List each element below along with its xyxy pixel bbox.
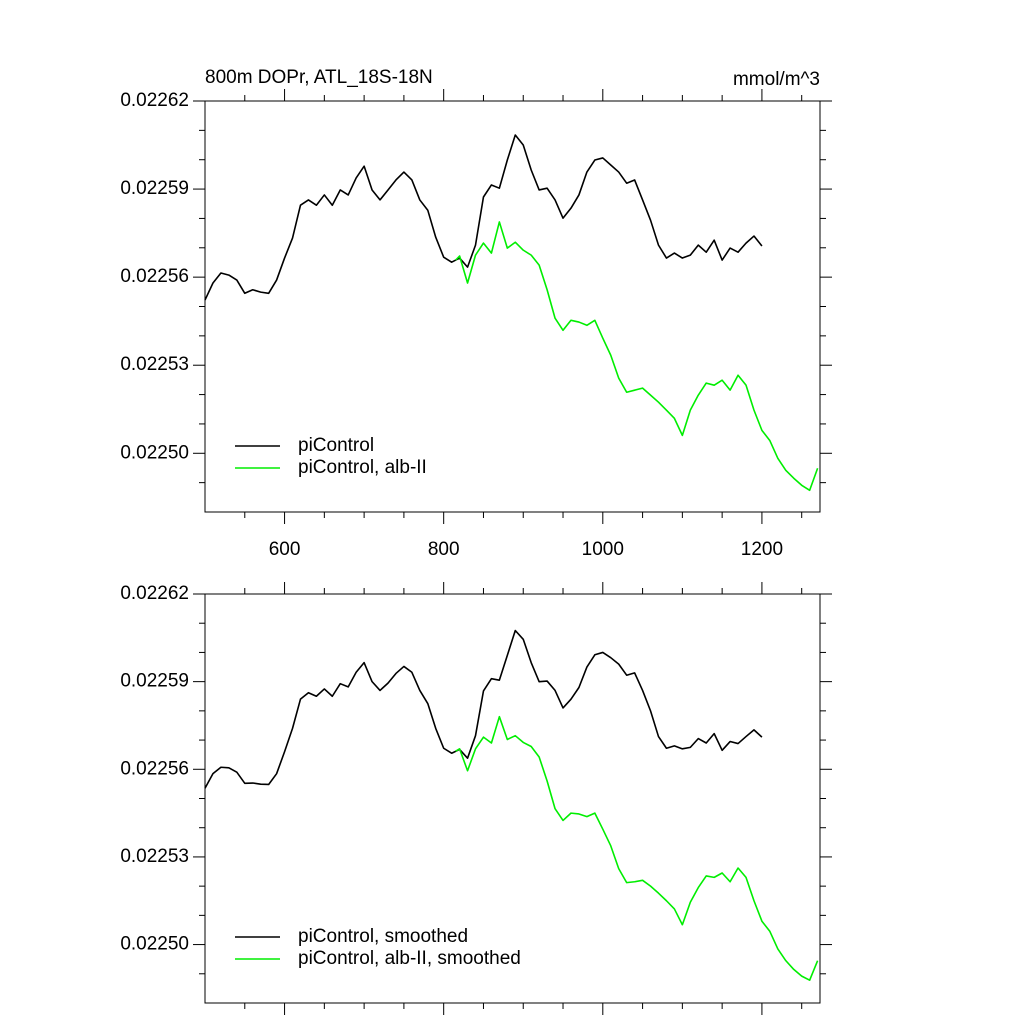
y-tick-label: 0.02253 [120,354,189,375]
legend-label: piControl, alb-II, smoothed [298,948,521,969]
legend-label: piControl, smoothed [298,926,468,947]
y-tick-label: 0.02259 [120,178,189,199]
y-tick-label: 0.02262 [120,90,189,111]
legend-label: piControl [298,435,374,456]
x-tick-label: 600 [269,539,301,560]
y-tick-label: 0.02250 [120,442,189,463]
series-line [204,134,763,301]
y-tick-label: 0.02262 [120,583,189,604]
y-tick-label: 0.02253 [120,846,189,867]
y-tick-label: 0.02256 [120,266,189,287]
y-tick-label: 0.02256 [120,758,189,779]
y-tick-label: 0.02259 [120,671,189,692]
chart-title: 800m DOPr, ATL_18S-18N [205,67,433,88]
units-label: mmol/m^3 [733,69,820,90]
x-tick-label: 1000 [582,539,624,560]
series-line [455,221,819,492]
series-line [455,715,819,982]
x-tick-label: 1200 [741,539,783,560]
x-tick-label: 800 [428,539,460,560]
legend-label: piControl, alb-II [298,457,427,478]
series-line [204,629,763,789]
y-tick-label: 0.02250 [120,934,189,955]
